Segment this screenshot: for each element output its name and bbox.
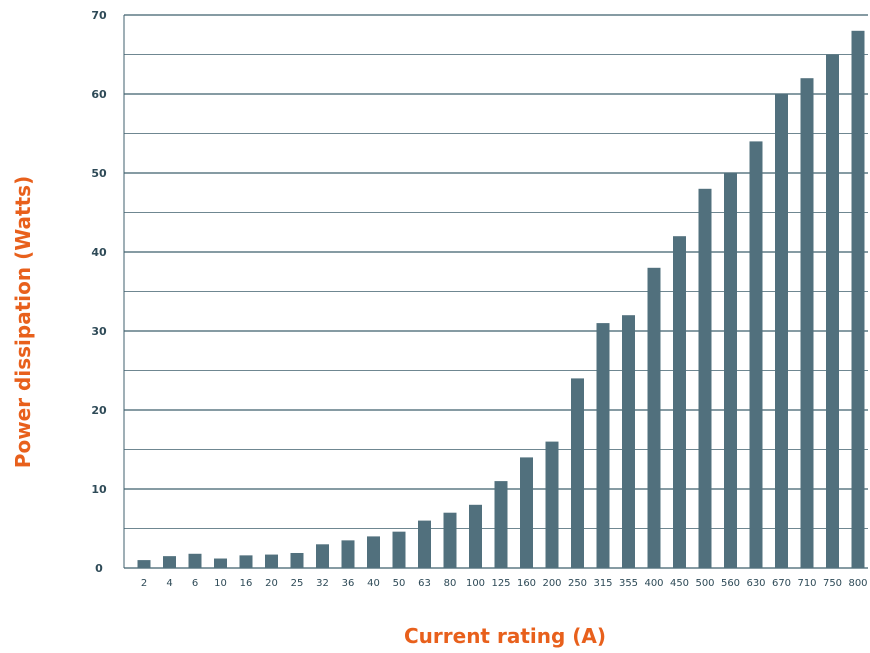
x-tick-label: 250 bbox=[568, 578, 587, 589]
bar bbox=[851, 30, 865, 569]
x-tick-label: 500 bbox=[695, 578, 714, 589]
x-tick-label: 100 bbox=[466, 578, 485, 589]
x-tick-label: 750 bbox=[823, 578, 842, 589]
bar bbox=[392, 531, 406, 568]
x-tick-label: 125 bbox=[491, 578, 510, 589]
bar bbox=[239, 555, 253, 568]
bar bbox=[367, 536, 380, 568]
bar bbox=[749, 141, 763, 568]
x-tick-label: 315 bbox=[593, 578, 612, 589]
y-axis-title: Power dissipation (Watts) bbox=[11, 176, 35, 468]
x-tick-label: 670 bbox=[772, 578, 791, 589]
x-tick-label: 2 bbox=[141, 578, 147, 589]
x-tick-label: 160 bbox=[517, 578, 536, 589]
bars bbox=[137, 30, 865, 569]
x-tick-label: 32 bbox=[316, 578, 329, 589]
x-tick-label: 355 bbox=[619, 578, 638, 589]
y-tick-labels: 0 10 20 30 40 50 60 70 bbox=[91, 9, 107, 575]
bar bbox=[673, 236, 686, 568]
x-tick-label: 630 bbox=[746, 578, 765, 589]
x-tick-label: 400 bbox=[644, 578, 663, 589]
bar bbox=[520, 457, 533, 568]
x-tick-label: 63 bbox=[418, 578, 431, 589]
y-tick-label: 50 bbox=[91, 167, 107, 180]
bar bbox=[826, 54, 839, 568]
gridlines bbox=[124, 14, 868, 569]
x-axis-title: Current rating (A) bbox=[404, 624, 606, 648]
x-tick-label: 200 bbox=[542, 578, 561, 589]
bar bbox=[137, 560, 151, 568]
x-tick-label: 36 bbox=[342, 578, 355, 589]
bar bbox=[265, 554, 278, 568]
x-tick-label: 4 bbox=[166, 578, 172, 589]
bar bbox=[494, 481, 508, 568]
y-tick-label: 60 bbox=[91, 88, 107, 101]
bar bbox=[596, 323, 610, 568]
x-tick-label: 16 bbox=[240, 578, 253, 589]
bar bbox=[724, 173, 737, 568]
bar bbox=[800, 78, 814, 568]
bar bbox=[571, 378, 584, 568]
x-tick-label: 560 bbox=[721, 578, 740, 589]
x-tick-label: 20 bbox=[265, 578, 278, 589]
bar bbox=[214, 558, 227, 568]
bar bbox=[647, 267, 661, 568]
x-tick-label: 50 bbox=[393, 578, 406, 589]
bar bbox=[622, 315, 635, 568]
x-tick-label: 6 bbox=[192, 578, 198, 589]
y-tick-label: 30 bbox=[91, 325, 107, 338]
y-tick-label: 40 bbox=[91, 246, 107, 259]
x-tick-labels: 2 4 6 10 16 20 25 32 36 40 50 63 80 100 125 160 200 250 31… bbox=[141, 578, 868, 589]
x-tick-label: 40 bbox=[367, 578, 380, 589]
bar bbox=[775, 94, 788, 568]
y-tick-label: 10 bbox=[91, 483, 107, 496]
x-tick-label: 800 bbox=[848, 578, 867, 589]
x-tick-label: 10 bbox=[214, 578, 227, 589]
bar bbox=[316, 544, 329, 568]
y-tick-label: 20 bbox=[91, 404, 107, 417]
x-tick-label: 450 bbox=[670, 578, 689, 589]
bar bbox=[163, 556, 176, 568]
x-tick-label: 25 bbox=[291, 578, 304, 589]
bar bbox=[469, 504, 482, 568]
bar bbox=[443, 512, 457, 568]
bar bbox=[418, 520, 431, 568]
bar bbox=[290, 552, 304, 568]
bar bbox=[698, 188, 712, 569]
bar bbox=[341, 540, 355, 568]
bar bbox=[188, 553, 202, 568]
x-tick-label: 710 bbox=[797, 578, 816, 589]
bar bbox=[545, 441, 559, 568]
x-tick-label: 80 bbox=[444, 578, 457, 589]
y-tick-label: 0 bbox=[95, 562, 103, 575]
y-tick-label: 70 bbox=[91, 9, 107, 22]
